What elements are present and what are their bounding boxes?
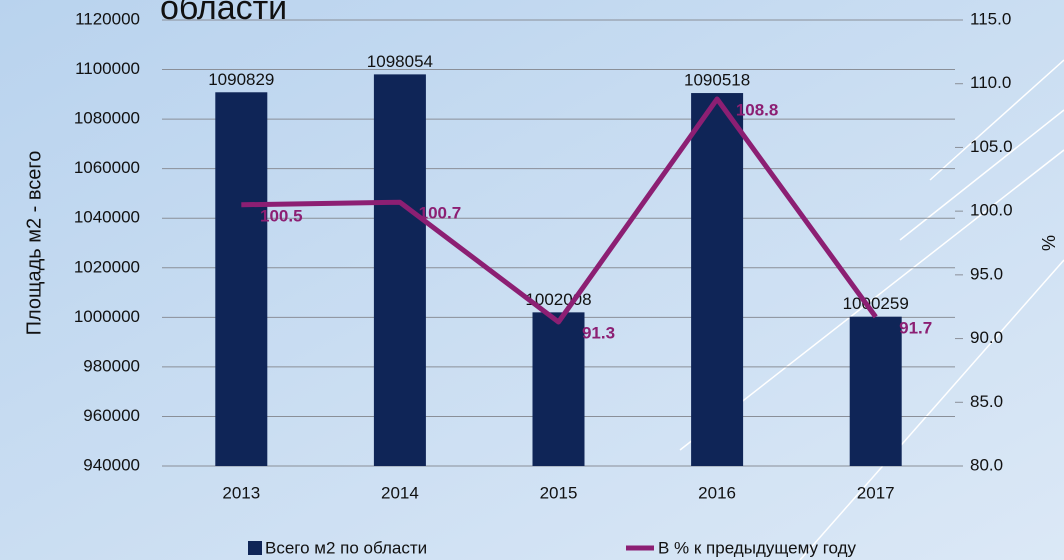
bar	[532, 312, 585, 466]
y2-tick-label: 110.0	[970, 73, 1011, 92]
y-tick-label: 1060000	[74, 158, 140, 177]
x-tick-label: 2016	[698, 483, 736, 502]
bar-value-label: 1098054	[367, 52, 433, 71]
y2-tick-label: 85.0	[970, 392, 1003, 411]
x-tick-label: 2014	[381, 483, 419, 502]
y2-tick-label: 115.0	[970, 9, 1011, 28]
legend-label: Всего м2 по области	[265, 538, 427, 557]
legend-label: В % к предыдущему году	[658, 538, 857, 557]
x-tick-label: 2015	[540, 483, 578, 502]
y-tick-label: 1020000	[74, 257, 140, 276]
y2-axis-label: %	[1039, 235, 1059, 251]
y-tick-label: 980000	[83, 356, 140, 375]
line-value-label: 91.3	[582, 323, 615, 342]
y-axis-label: Площадь м2 - всего	[23, 151, 45, 336]
y-tick-label: 1080000	[74, 109, 140, 128]
y-tick-label: 940000	[83, 455, 140, 474]
legend-swatch	[248, 541, 262, 555]
y-tick-label: 1120000	[75, 9, 140, 28]
y-tick-label: 1000000	[74, 307, 140, 326]
y2-tick-label: 80.0	[970, 455, 1003, 474]
bar	[215, 92, 268, 466]
y-tick-label: 1040000	[74, 208, 140, 227]
line-value-label: 91.7	[899, 318, 932, 337]
bar-value-label: 1090829	[208, 70, 274, 89]
bar	[373, 74, 426, 466]
y2-tick-label: 90.0	[970, 328, 1003, 347]
line-value-label: 100.5	[260, 206, 303, 225]
bar	[691, 93, 744, 467]
y2-tick-label: 95.0	[970, 264, 1003, 283]
line	[241, 96, 878, 325]
y-tick-label: 1100000	[75, 59, 140, 78]
line-value-label: 100.7	[419, 204, 462, 223]
x-tick-label: 2013	[222, 483, 260, 502]
bar	[849, 316, 902, 466]
y-tick-label: 960000	[83, 406, 140, 425]
line-value-label: 108.8	[736, 100, 779, 119]
chart-title: области	[160, 0, 287, 27]
y2-tick-label: 100.0	[970, 201, 1013, 220]
bar-value-label: 1090518	[684, 71, 750, 90]
bar-value-label: 1000259	[843, 294, 909, 313]
x-tick-label: 2017	[857, 483, 895, 502]
y2-tick-label: 105.0	[970, 137, 1013, 156]
